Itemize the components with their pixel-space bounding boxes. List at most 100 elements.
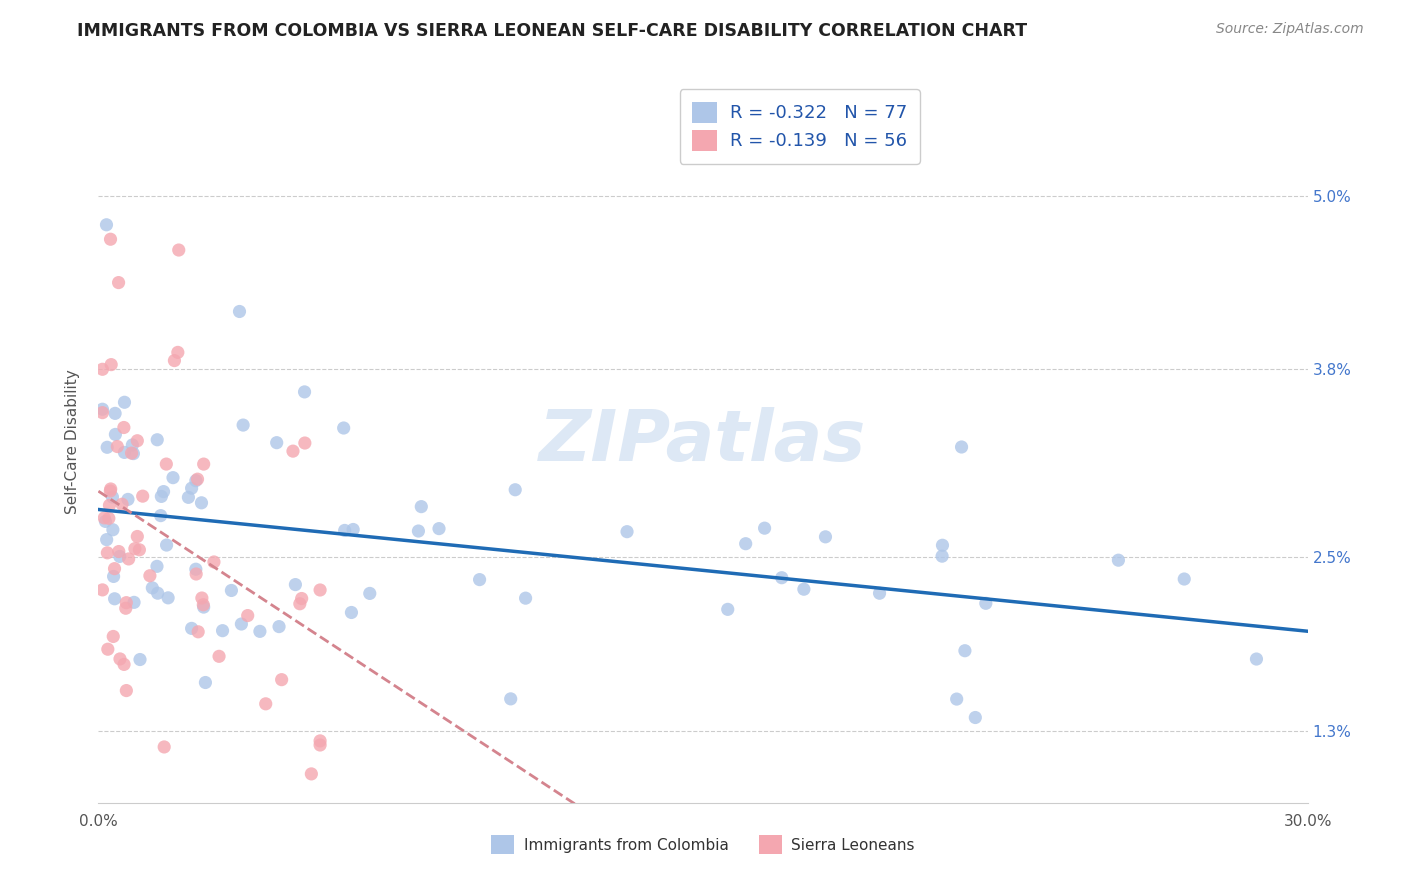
Point: [101, 490, 124, 504]
Point: [186, 472, 208, 486]
Point: [91, 406, 114, 420]
Point: [97, 642, 120, 657]
Point: [211, 624, 233, 638]
Point: [149, 508, 172, 523]
Point: [281, 444, 304, 458]
Point: [284, 577, 307, 591]
Point: [254, 697, 277, 711]
Point: [299, 767, 322, 781]
Point: [114, 395, 136, 409]
Point: [931, 549, 953, 564]
Point: [96, 533, 118, 547]
Point: [187, 624, 209, 639]
Point: [180, 481, 202, 495]
Point: [266, 435, 288, 450]
Point: [342, 523, 364, 537]
Point: [155, 538, 177, 552]
Point: [177, 491, 200, 505]
Point: [333, 524, 356, 538]
Point: [155, 457, 177, 471]
Point: [232, 418, 254, 433]
Point: [231, 617, 253, 632]
Point: [103, 630, 125, 644]
Text: ZIPatlas: ZIPatlas: [540, 407, 866, 476]
Point: [754, 521, 776, 535]
Point: [100, 482, 122, 496]
Point: [734, 537, 756, 551]
Y-axis label: Self-Care Disability: Self-Care Disability: [65, 369, 80, 514]
Point: [515, 591, 537, 606]
Point: [115, 683, 138, 698]
Point: [163, 353, 186, 368]
Point: [309, 738, 332, 752]
Point: [121, 446, 143, 460]
Point: [291, 591, 314, 606]
Point: [190, 496, 212, 510]
Point: [1246, 652, 1268, 666]
Point: [98, 498, 121, 512]
Point: [112, 657, 135, 672]
Point: [180, 621, 202, 635]
Point: [96, 218, 118, 232]
Point: [309, 734, 332, 748]
Text: IMMIGRANTS FROM COLOMBIA VS SIERRA LEONEAN SELF-CARE DISABILITY CORRELATION CHAR: IMMIGRANTS FROM COLOMBIA VS SIERRA LEONE…: [77, 22, 1028, 40]
Point: [104, 406, 127, 420]
Point: [98, 483, 121, 498]
Point: [499, 691, 522, 706]
Point: [228, 304, 250, 318]
Point: [105, 440, 128, 454]
Point: [236, 608, 259, 623]
Point: [111, 497, 134, 511]
Point: [97, 511, 120, 525]
Point: [91, 582, 114, 597]
Point: [288, 597, 311, 611]
Point: [294, 384, 316, 399]
Point: [141, 581, 163, 595]
Point: [146, 433, 169, 447]
Point: [359, 586, 381, 600]
Point: [1173, 572, 1195, 586]
Point: [107, 544, 129, 558]
Point: [139, 568, 162, 582]
Point: [411, 500, 433, 514]
Point: [103, 569, 125, 583]
Point: [332, 421, 354, 435]
Point: [869, 586, 891, 600]
Point: [117, 492, 139, 507]
Point: [184, 474, 207, 488]
Point: [193, 457, 215, 471]
Point: [157, 591, 180, 605]
Point: [270, 673, 292, 687]
Point: [186, 566, 208, 581]
Point: [146, 586, 169, 600]
Point: [108, 549, 131, 564]
Point: [793, 582, 815, 597]
Point: [108, 652, 131, 666]
Point: [94, 515, 117, 529]
Point: [221, 583, 243, 598]
Point: [107, 276, 129, 290]
Point: [121, 438, 143, 452]
Point: [114, 601, 136, 615]
Point: [146, 559, 169, 574]
Point: [117, 552, 139, 566]
Point: [717, 602, 740, 616]
Point: [503, 483, 526, 497]
Legend: Immigrants from Colombia, Sierra Leoneans: Immigrants from Colombia, Sierra Leonean…: [485, 830, 921, 860]
Point: [103, 561, 125, 575]
Point: [129, 652, 152, 666]
Point: [616, 524, 638, 539]
Point: [150, 490, 173, 504]
Point: [100, 232, 122, 246]
Point: [1107, 553, 1129, 567]
Point: [96, 440, 118, 454]
Point: [127, 434, 149, 448]
Point: [974, 596, 997, 610]
Point: [152, 484, 174, 499]
Point: [408, 524, 430, 538]
Point: [131, 489, 153, 503]
Point: [162, 470, 184, 484]
Point: [931, 538, 953, 552]
Point: [100, 358, 122, 372]
Point: [309, 582, 332, 597]
